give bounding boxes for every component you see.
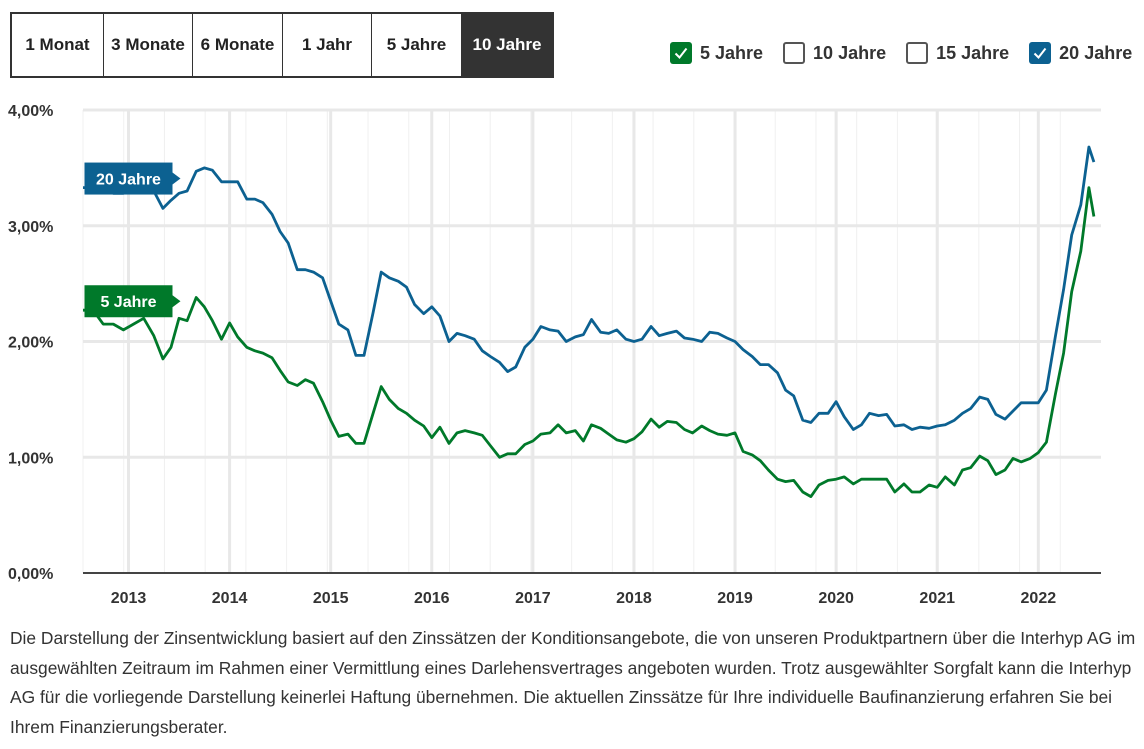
checkbox-10-jahre[interactable]	[783, 42, 806, 64]
legend-label: 10 Jahre	[813, 42, 887, 63]
x-tick-label: 2016	[414, 590, 450, 607]
legend-label: 5 Jahre	[700, 42, 764, 63]
check-icon	[674, 47, 688, 60]
tab-1-jahr[interactable]: 1 Jahr	[283, 14, 372, 76]
period-tabs: 1 Monat 3 Monate 6 Monate 1 Jahr 5 Jahre…	[10, 12, 554, 78]
interest-rate-chart: 0,00% 1,00% 2,00% 3,00% 4,00% 2013 2014 2015 201…	[8, 103, 1101, 607]
y-tick-label: 2,00%	[8, 335, 53, 352]
series-legend: 5 Jahre 10 Jahre 15 Jahre 20 Jahre	[670, 38, 1132, 68]
check-icon	[1033, 47, 1047, 60]
legend-20-jahre[interactable]: 20 Jahre	[1029, 42, 1132, 64]
y-tick-label: 3,00%	[8, 219, 53, 236]
tab-1-monat[interactable]: 1 Monat	[12, 14, 104, 76]
series-tag: 5 Jahre	[84, 285, 181, 318]
checkbox-5-jahre[interactable]	[670, 42, 692, 64]
y-tick-label: 1,00%	[8, 450, 53, 467]
checkbox-15-jahre[interactable]	[906, 42, 929, 64]
series-line	[83, 145, 1096, 431]
legend-15-jahre[interactable]: 15 Jahre	[906, 42, 1009, 64]
x-tick-label: 2021	[919, 590, 955, 607]
x-tick-label: 2013	[111, 590, 147, 607]
x-tick-label: 2019	[717, 590, 753, 607]
series-tag-label: 5 Jahre	[100, 294, 156, 311]
y-tick-label: 4,00%	[8, 103, 53, 120]
tab-3-monate[interactable]: 3 Monate	[104, 14, 193, 76]
tab-10-jahre[interactable]: 10 Jahre	[462, 14, 552, 76]
legend-5-jahre[interactable]: 5 Jahre	[670, 42, 763, 64]
x-tick-label: 2020	[818, 590, 854, 607]
legend-label: 15 Jahre	[936, 42, 1010, 63]
series-tag-label: 20 Jahre	[96, 172, 161, 189]
x-tick-label: 2015	[313, 590, 349, 607]
legend-10-jahre[interactable]: 10 Jahre	[783, 42, 886, 64]
x-tick-label: 2022	[1021, 590, 1057, 607]
tab-6-monate[interactable]: 6 Monate	[193, 14, 283, 76]
x-tick-label: 2018	[616, 590, 652, 607]
tab-5-jahre[interactable]: 5 Jahre	[372, 14, 462, 76]
x-tick-label: 2017	[515, 590, 551, 607]
series-line	[83, 186, 1096, 498]
legend-label: 20 Jahre	[1059, 42, 1133, 63]
disclaimer-text: Die Darstellung der Zinsentwicklung basi…	[10, 628, 1136, 737]
y-tick-label: 0,00%	[8, 566, 53, 583]
series-tag: 20 Jahre	[84, 162, 181, 195]
x-tick-label: 2014	[212, 590, 248, 607]
checkbox-20-jahre[interactable]	[1029, 42, 1052, 64]
